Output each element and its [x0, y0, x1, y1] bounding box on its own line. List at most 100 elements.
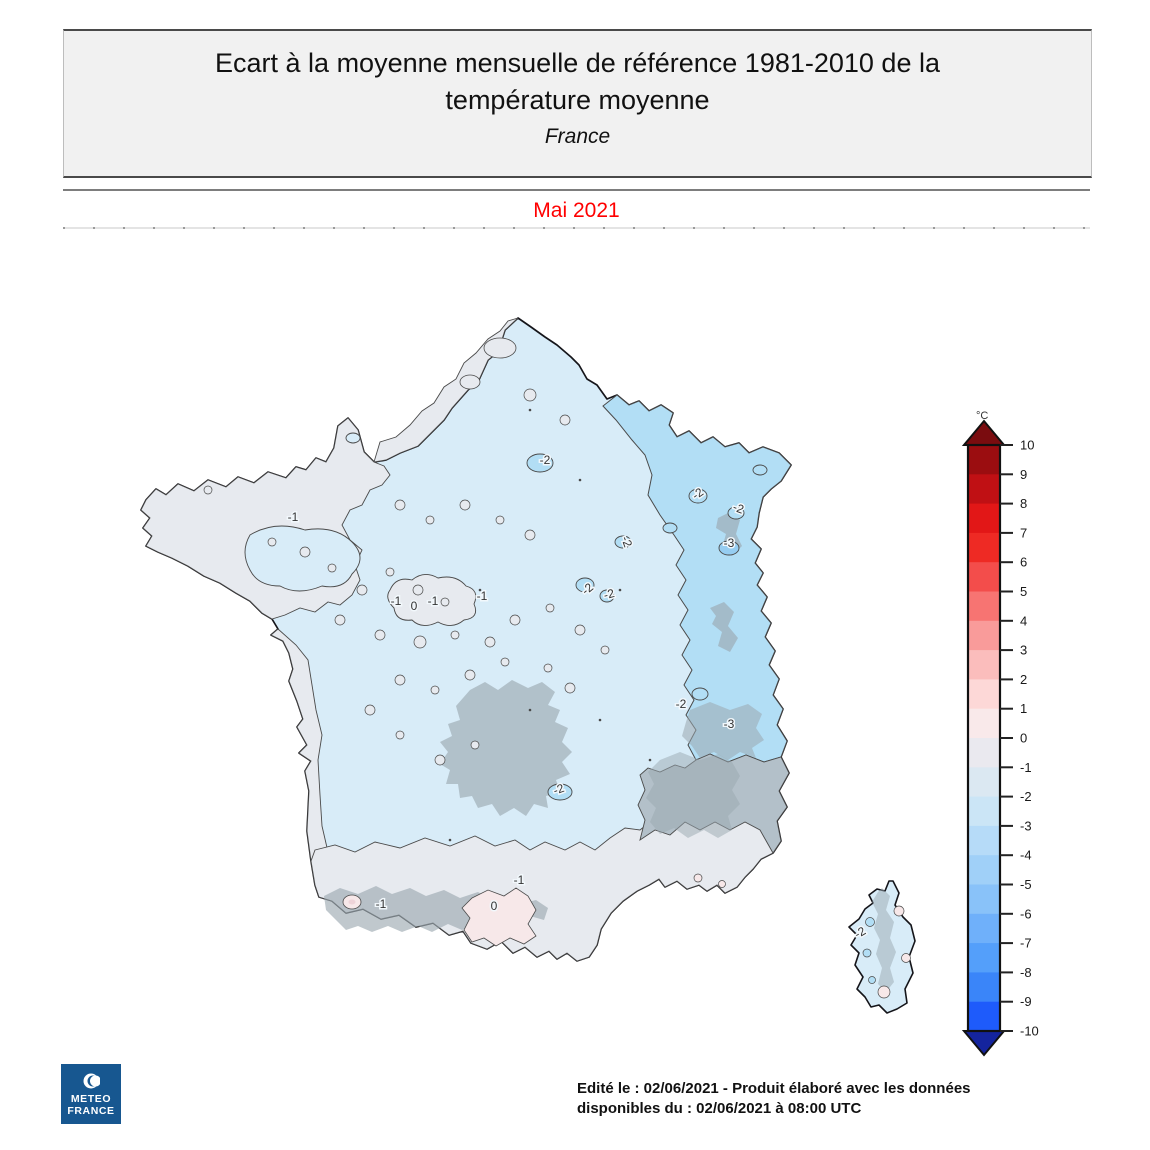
contour-label: -1 — [428, 594, 439, 608]
contour-label: -1 — [477, 589, 488, 603]
logo-text-line1: METEO — [70, 1092, 112, 1105]
colorbar-segment — [968, 767, 1000, 798]
colorbar-tick-label: -3 — [1020, 818, 1032, 833]
colorbar-tick-label: -7 — [1020, 936, 1032, 951]
colorbar-segment — [968, 943, 1000, 973]
contour-label: -1 — [288, 510, 299, 524]
region-pale-coast-strip — [270, 628, 333, 886]
colorbar-tick-label: 9 — [1020, 467, 1027, 482]
colorbar-segment — [968, 1001, 1000, 1032]
period-divider-dashed — [63, 227, 1090, 229]
contour-label: -1 — [391, 594, 402, 608]
colorbar-segment — [968, 620, 1000, 651]
region-ne-cold — [602, 394, 792, 763]
contour-labels: -2-2-2-3-1 0 -1 -1 -2 -2-2-2-3-2-1-1 0-2-1 — [286, 452, 870, 943]
map-blob-cold — [526, 453, 554, 473]
colorbar-tick-label: 4 — [1020, 613, 1027, 628]
relief-south-alps — [646, 752, 740, 838]
contour-label: -3 — [724, 717, 735, 731]
colorbar-tick-label: -10 — [1020, 1024, 1039, 1039]
relief-massif-central — [440, 680, 572, 816]
colorbar-tick-label: -5 — [1020, 877, 1032, 892]
pink-spot — [693, 873, 703, 883]
header-divider — [63, 189, 1090, 191]
edition-note-line1: Edité le : 02/06/2021 - Produit élaboré … — [577, 1080, 971, 1097]
region-pink-pyrenees — [461, 887, 537, 947]
contour-label: -3 — [724, 536, 735, 550]
colorbar-tick-label: -9 — [1020, 994, 1032, 1009]
colorbar-segment — [968, 855, 1000, 886]
france-anomaly-map: -2 -2 -2 -3 -1 0 -1 -1 -2 -2 -2 -2 -3 -2 -1 -1 0 -2 -1 — [100, 290, 960, 1060]
colorbar-tick-label: -6 — [1020, 906, 1032, 921]
map-tiny-dots — [448, 408, 652, 842]
colorbar-tick-label: 2 — [1020, 672, 1027, 687]
colorbar-tick-label: -8 — [1020, 965, 1032, 980]
colorbar-segment — [968, 796, 1000, 827]
colorbar-segment — [968, 650, 1000, 680]
corsica-pink-spot — [893, 905, 905, 917]
colorbar-segment — [968, 972, 1000, 1003]
colorbar-segment — [968, 913, 1000, 944]
meteo-france-icon — [83, 1073, 100, 1088]
corsica-blob-cold — [868, 976, 876, 984]
logo: METEO FRANCE — [61, 1064, 121, 1124]
map-dot-field — [203, 388, 610, 766]
colorbar-under-arrow — [961, 1030, 1007, 1057]
map-blob-cold — [662, 522, 678, 534]
contour-label: 0 — [491, 899, 498, 913]
map-svg: -2-2-2-3-1 0 -1 -1 -2 -2-2-2-3-2-1-1 0-2-1 — [140, 317, 916, 1014]
colorbar-over-arrow — [961, 419, 1007, 446]
period-label: Mai 2021 — [533, 199, 620, 222]
map-blob-cold — [688, 488, 708, 504]
contour-label: -2 — [551, 781, 566, 798]
region-subtitle: France — [544, 125, 611, 148]
colorbar-segment — [968, 562, 1000, 593]
pink-spot-core — [348, 899, 356, 905]
contour-label: -2 — [540, 453, 551, 467]
colorbar-tick-label: 0 — [1020, 731, 1027, 746]
relief-jura — [710, 602, 738, 652]
region-pale-center — [387, 574, 477, 626]
temperature-colorbar: 10 9 8 7 6 5 4 3 2 1 0 -1 -2 -3 -4 -5 -6 -7 -8 -9 -10 °C — [950, 395, 1110, 1075]
colorbar-tick-label: 10 — [1020, 438, 1034, 453]
map-blob-base — [345, 432, 361, 444]
colorbar-segment — [968, 679, 1000, 710]
map-blob-cold — [599, 589, 615, 603]
title-block: Ecart à la moyenne mensuelle de référenc… — [63, 29, 1092, 178]
map-blob-cold — [575, 577, 595, 593]
relief-north-alps — [682, 702, 764, 760]
colorbar-segment — [968, 738, 1000, 768]
corsica-pink-spot — [877, 985, 891, 999]
map-blob-cold — [752, 464, 768, 476]
colorbar-tick-label: 8 — [1020, 496, 1027, 511]
map-blob-cold — [547, 783, 573, 801]
corsica-relief — [872, 888, 896, 992]
colorbar-segment — [968, 825, 1000, 856]
colorbar-segment — [968, 884, 1000, 915]
colorbar-segment — [968, 532, 1000, 563]
colorbar-tick-label: -1 — [1020, 760, 1032, 775]
colorbar-segment — [968, 591, 1000, 622]
colorbar-tick-label: 7 — [1020, 525, 1027, 540]
colorbar-segment — [968, 445, 1000, 475]
colorbar-segment — [968, 708, 1000, 739]
colorbar-tick-label: 1 — [1020, 701, 1027, 716]
map-blob-colder — [718, 540, 740, 556]
contour-label: -2 — [676, 697, 687, 711]
map-blob-cold — [691, 687, 709, 701]
map-blob-pale — [483, 337, 517, 359]
period-row: Mai 2021 — [63, 194, 1090, 228]
edition-note: Edité le : 02/06/2021 - Produit élaboré … — [577, 1079, 1047, 1119]
colorbar-tick-label: 3 — [1020, 643, 1027, 658]
map-blob-pale — [459, 374, 481, 390]
colorbar-segment — [968, 474, 1000, 505]
colorbar-tick-label: 5 — [1020, 584, 1027, 599]
colorbar-tick-label: -4 — [1020, 848, 1032, 863]
map-blob-base-brittany — [244, 525, 361, 592]
logo-text-line2: FRANCE — [67, 1104, 115, 1117]
map-blob-cold — [727, 506, 745, 520]
colorbar-tick-label: -2 — [1020, 789, 1032, 804]
contour-label: -1 — [514, 873, 525, 887]
